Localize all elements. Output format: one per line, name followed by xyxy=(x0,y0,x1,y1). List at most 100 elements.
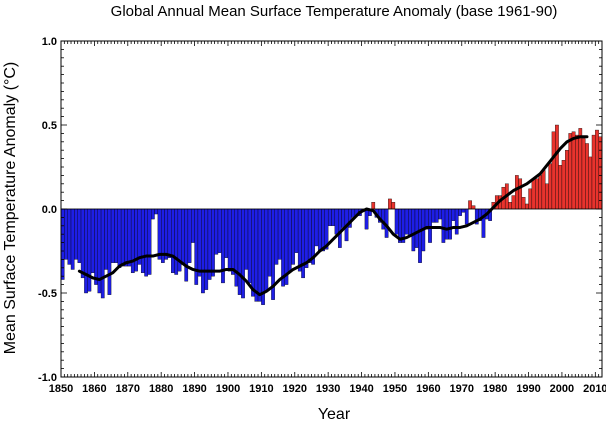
bar-1893 xyxy=(204,208,209,290)
bar-1878 xyxy=(154,208,159,215)
bar-1871 xyxy=(130,208,135,274)
x-tick-label: 1930 xyxy=(316,383,340,395)
bar-1964 xyxy=(441,208,446,243)
bar-1914 xyxy=(274,208,279,265)
bar-1870 xyxy=(127,208,132,267)
bar-1920 xyxy=(294,208,299,253)
x-tick-label: 1990 xyxy=(516,383,540,395)
x-tick-label: 2010 xyxy=(583,383,606,395)
bar-1988 xyxy=(521,197,526,210)
bar-1953 xyxy=(404,208,409,235)
bar-1941 xyxy=(364,208,369,230)
bar-1926 xyxy=(314,208,319,247)
bar-1892 xyxy=(201,208,205,294)
bar-1963 xyxy=(438,208,442,220)
bar-1969 xyxy=(458,208,462,216)
bar-1865 xyxy=(110,208,115,263)
bar-1928 xyxy=(321,208,325,252)
bar-1877 xyxy=(150,208,155,220)
x-axis: 1850 1860 1870 1880 1890 1900 1910 1920 1930 1940… xyxy=(49,41,606,395)
bar-1909 xyxy=(257,208,262,302)
bar-1927 xyxy=(317,208,322,252)
x-tick-label: 1850 xyxy=(49,383,73,395)
bar-1855 xyxy=(77,208,82,263)
x-tick-label: 1980 xyxy=(483,383,507,395)
chart-title: Global Annual Mean Surface Temperature A… xyxy=(111,3,558,20)
y-axis: -1.0 -0.5 0.0 0.5 1.0 xyxy=(38,36,602,384)
x-axis-label: Year xyxy=(318,406,351,423)
bar-1901 xyxy=(231,208,235,275)
y-tick-label: 1.0 xyxy=(42,36,57,48)
bar-1883 xyxy=(171,208,175,274)
bar-1919 xyxy=(291,208,295,265)
bar-1874 xyxy=(140,208,145,274)
bar-1872 xyxy=(134,208,138,272)
bar-1973 xyxy=(471,205,476,210)
bar-1862 xyxy=(100,208,105,299)
y-tick-label: -0.5 xyxy=(38,288,57,300)
x-tick-label: 2000 xyxy=(550,383,574,395)
bar-1910 xyxy=(261,208,265,305)
bar-1859 xyxy=(90,208,95,274)
bar-1967 xyxy=(451,208,456,221)
bar-1995 xyxy=(545,183,549,210)
bar-1990 xyxy=(528,188,533,210)
bar-2008 xyxy=(588,156,593,210)
bar-1887 xyxy=(184,208,189,282)
bar-1895 xyxy=(211,208,215,277)
bar-1886 xyxy=(181,208,185,265)
bar-2006 xyxy=(581,138,586,210)
bar-1966 xyxy=(448,208,452,240)
bar-1918 xyxy=(287,208,292,272)
bar-1912 xyxy=(267,208,272,277)
x-tick-label: 1860 xyxy=(82,383,106,395)
bar-1934 xyxy=(341,208,346,228)
bar-1957 xyxy=(418,208,422,263)
bar-1989 xyxy=(525,203,529,210)
bar-1900 xyxy=(227,208,232,272)
bar-1891 xyxy=(197,208,202,277)
bar-1852 xyxy=(67,208,72,265)
x-tick-label: 1880 xyxy=(149,383,173,395)
bar-1856 xyxy=(80,208,85,279)
bar-1933 xyxy=(338,208,342,248)
bar-1866 xyxy=(114,208,118,263)
bar-1968 xyxy=(454,208,459,235)
bar-1999 xyxy=(558,165,563,210)
x-tick-label: 1900 xyxy=(216,383,240,395)
y-axis-label: Mean Surface Temperature Anomaly (°C) xyxy=(2,62,19,354)
bar-1992 xyxy=(535,178,539,210)
x-tick-label: 1950 xyxy=(383,383,407,395)
bar-1908 xyxy=(254,208,259,302)
bar-1998 xyxy=(555,124,559,210)
bar-1943 xyxy=(371,202,376,210)
bar-1851 xyxy=(64,208,68,260)
bar-1993 xyxy=(538,175,543,210)
bar-1994 xyxy=(541,170,546,210)
bar-1890 xyxy=(194,208,199,285)
bar-1922 xyxy=(301,208,305,279)
bar-1949 xyxy=(391,202,396,210)
bar-1985 xyxy=(511,195,516,210)
bar-1853 xyxy=(70,208,75,270)
bar-1869 xyxy=(124,208,128,267)
bar-1858 xyxy=(87,208,92,292)
x-tick-label: 1920 xyxy=(283,383,307,395)
bar-2011 xyxy=(598,136,603,210)
bar-1960 xyxy=(428,208,432,243)
x-tick-label: 1870 xyxy=(116,383,140,395)
bar-1923 xyxy=(304,208,309,268)
bar-1894 xyxy=(207,208,212,280)
bar-1986 xyxy=(514,175,519,210)
bar-1863 xyxy=(104,208,108,270)
bar-2001 xyxy=(565,150,569,210)
bar-1899 xyxy=(224,208,229,258)
bar-1879 xyxy=(157,208,162,260)
bar-1962 xyxy=(434,208,439,223)
bar-1907 xyxy=(251,208,255,297)
x-tick-label: 1970 xyxy=(449,383,473,395)
bar-2010 xyxy=(595,129,599,210)
bar-1889 xyxy=(191,208,195,243)
bar-1905 xyxy=(244,208,249,270)
